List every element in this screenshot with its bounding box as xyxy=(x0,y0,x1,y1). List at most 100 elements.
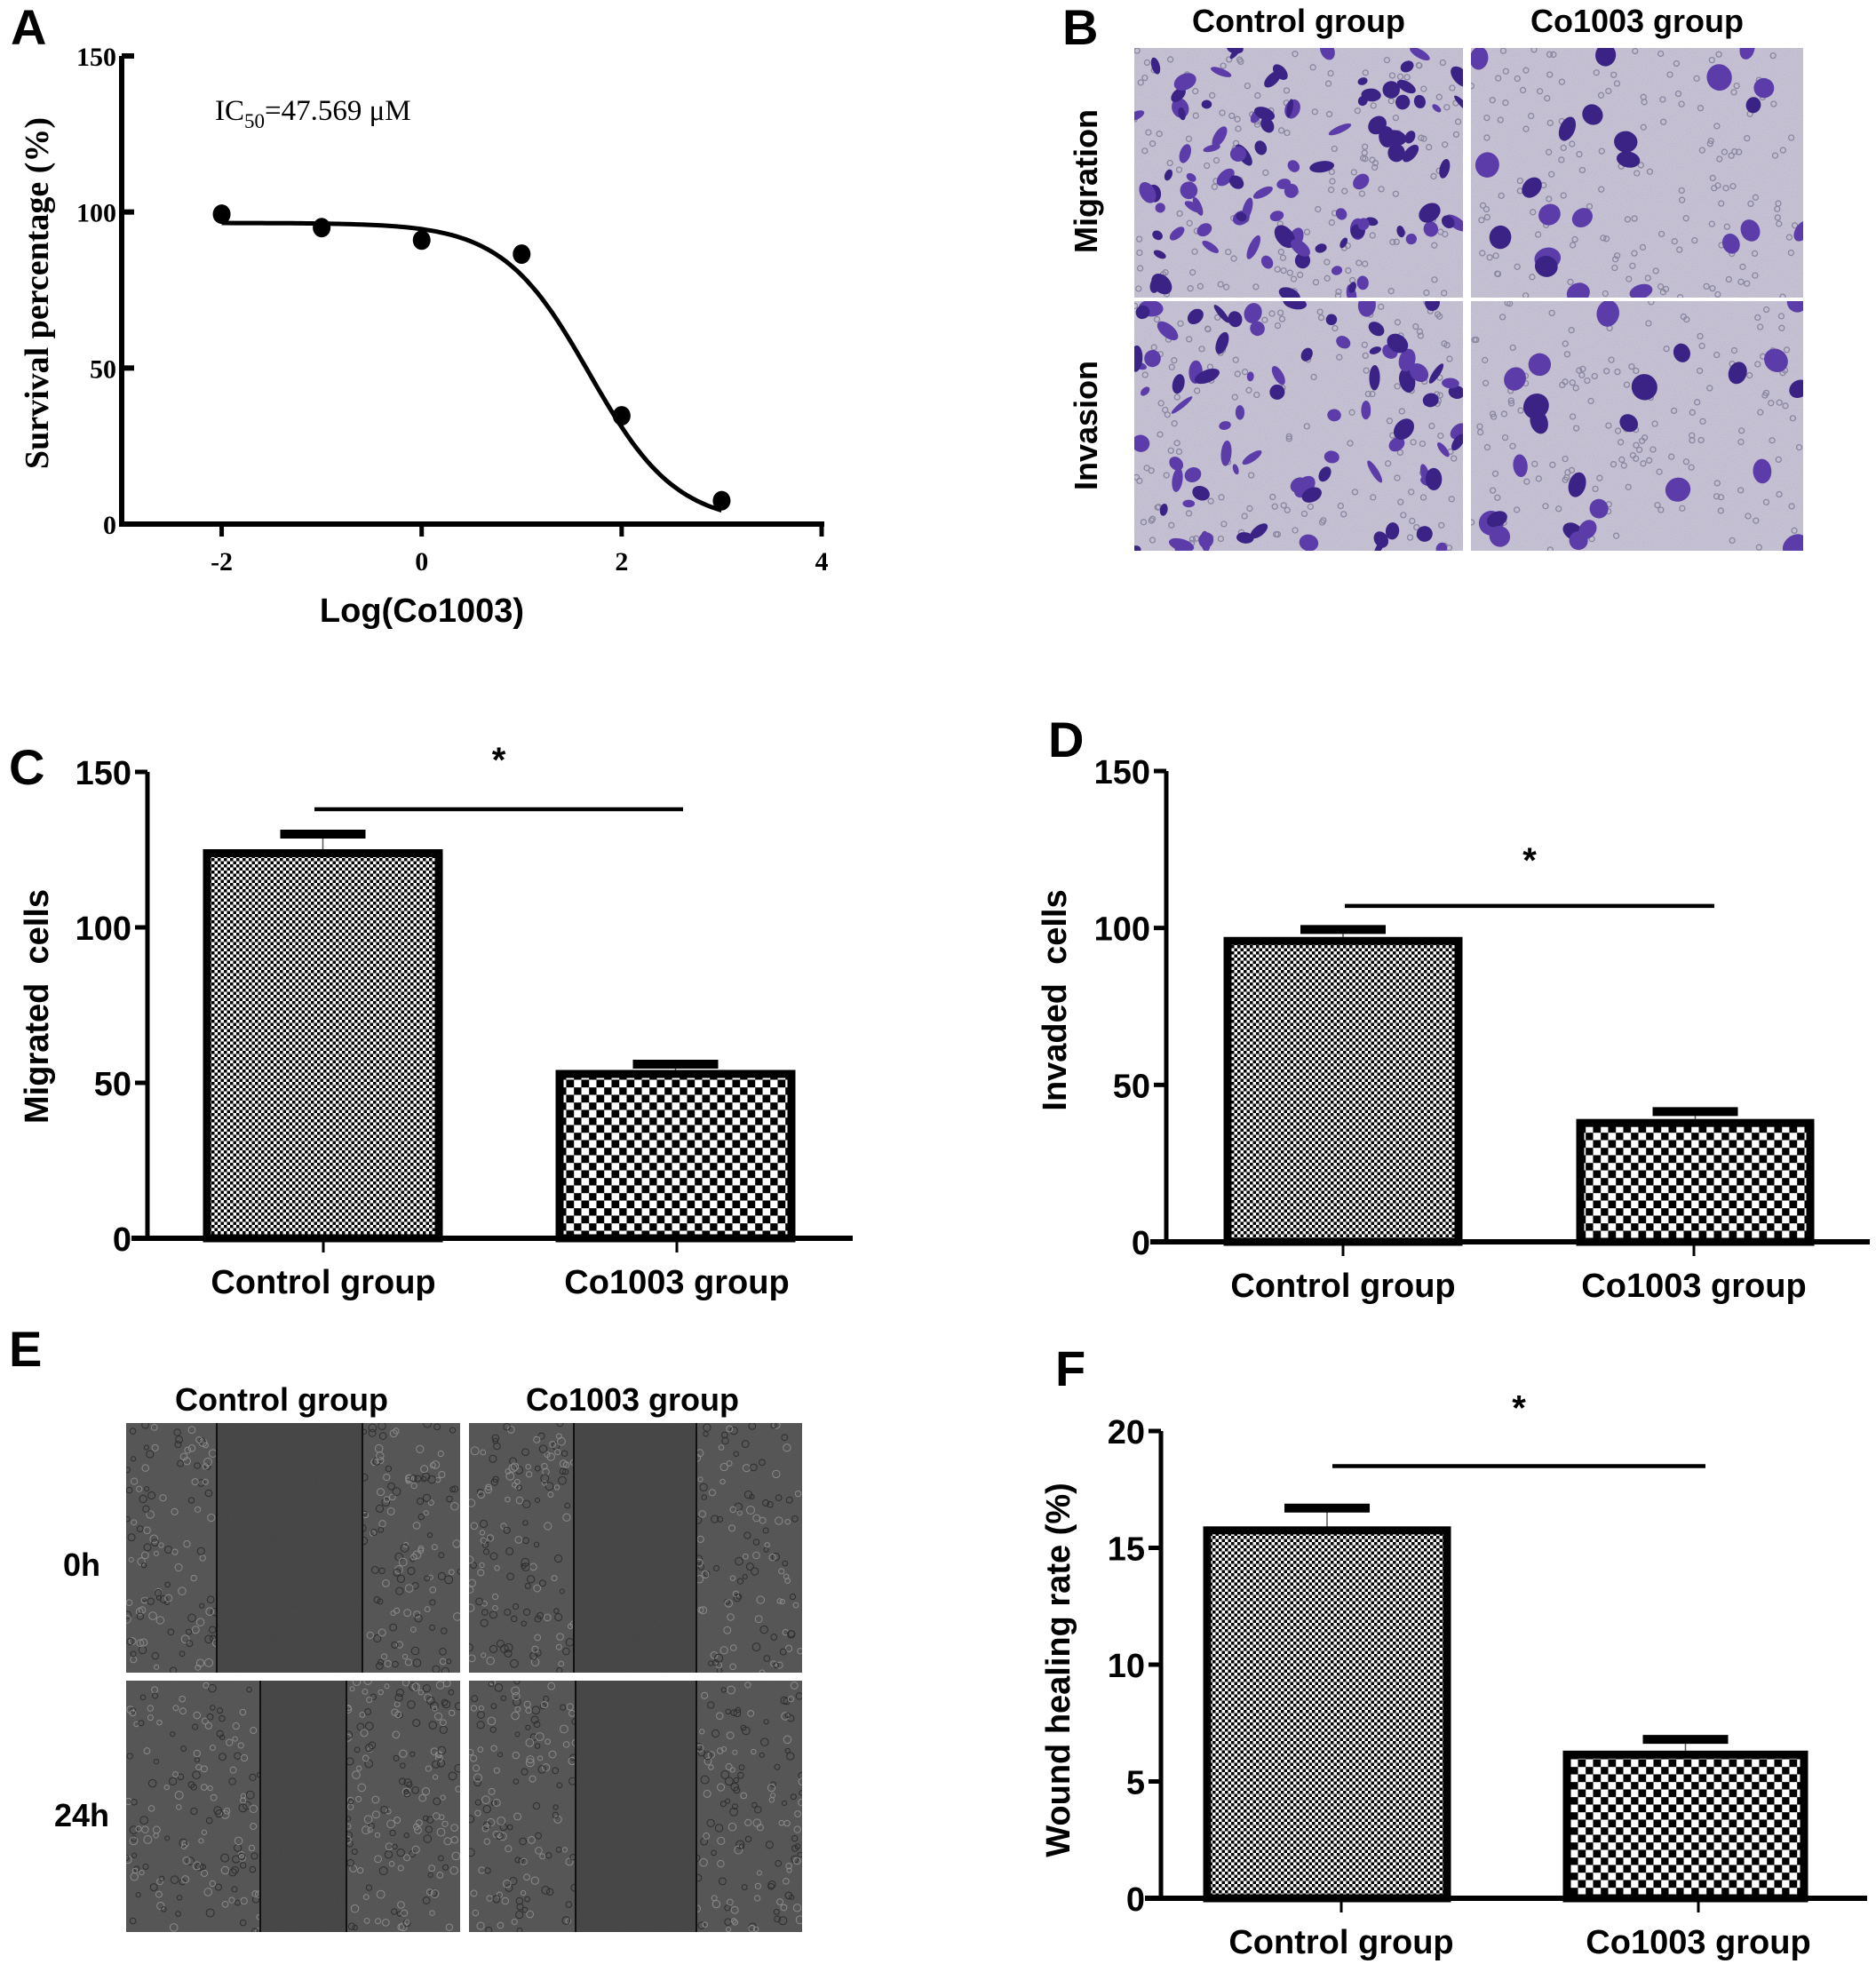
cell-outline xyxy=(714,1824,724,1833)
cell-outline xyxy=(522,1520,529,1526)
stained-cell xyxy=(1409,363,1429,383)
cell-outline xyxy=(239,1862,247,1869)
cell-outline xyxy=(505,1496,511,1503)
stained-cell xyxy=(1435,542,1448,551)
cell-outline xyxy=(204,1489,213,1498)
panel-a-data-point xyxy=(712,490,731,511)
membrane-pore xyxy=(1394,474,1401,481)
cell-outline xyxy=(523,1873,530,1881)
cell-outline xyxy=(747,1710,755,1717)
cell-outline xyxy=(702,1921,709,1928)
cell-outline xyxy=(220,1865,230,1875)
stained-cell xyxy=(1318,466,1331,482)
cell-outline xyxy=(716,1747,724,1754)
cell-outline xyxy=(696,1535,704,1543)
cell-outline xyxy=(546,1888,554,1896)
cell-outline xyxy=(541,1763,551,1772)
cell-outline xyxy=(775,1661,783,1669)
membrane-pore xyxy=(1717,494,1725,501)
membrane-pore xyxy=(1316,308,1324,315)
cell-outline xyxy=(480,1618,489,1627)
cell-outline xyxy=(139,1694,147,1701)
membrane-pore xyxy=(1777,313,1785,320)
cell-outline xyxy=(194,1506,202,1513)
membrane-pore xyxy=(1514,75,1521,83)
cell-outline xyxy=(513,1478,521,1485)
cell-outline xyxy=(430,1889,440,1898)
membrane-pore xyxy=(1651,420,1658,427)
membrane-pore xyxy=(1443,104,1451,111)
cell-outline xyxy=(415,1819,423,1827)
cell-outline xyxy=(131,1852,138,1858)
cell-outline xyxy=(565,1857,574,1866)
membrane-pore xyxy=(1262,169,1269,177)
stained-cell xyxy=(1595,48,1617,67)
cell-outline xyxy=(486,1534,495,1542)
cell-outline xyxy=(479,1519,489,1529)
stained-cell xyxy=(1157,321,1179,341)
stained-cell xyxy=(1139,181,1157,203)
cell-outline xyxy=(398,1557,408,1567)
cell-outline xyxy=(223,1807,231,1815)
cell-outline xyxy=(384,1683,390,1690)
cell-outline xyxy=(135,1892,141,1898)
cell-outline xyxy=(439,1814,445,1820)
membrane-pore xyxy=(1187,285,1194,292)
membrane-pore xyxy=(1420,85,1427,92)
stained-cell xyxy=(1393,418,1415,441)
cell-outline xyxy=(412,1550,422,1560)
cell-outline xyxy=(783,1573,790,1580)
membrane-pore xyxy=(1315,205,1322,213)
stained-cell xyxy=(1786,301,1803,313)
cell-outline xyxy=(383,1496,390,1503)
cell-outline xyxy=(401,1653,409,1659)
cell-outline xyxy=(473,1778,482,1787)
cell-outline xyxy=(793,1825,801,1833)
membrane-pore xyxy=(1483,205,1490,213)
membrane-pore xyxy=(1451,455,1458,462)
panel-a-data-point xyxy=(212,204,231,225)
membrane-pore xyxy=(1549,461,1556,468)
stained-cell xyxy=(1428,363,1444,384)
cell-outline xyxy=(198,1838,204,1844)
membrane-pore xyxy=(1614,368,1621,376)
cell-outline xyxy=(377,1598,384,1605)
membrane-pore xyxy=(1668,453,1675,460)
membrane-pore xyxy=(1317,314,1325,322)
membrane-pore xyxy=(1645,457,1653,464)
membrane-pore xyxy=(1498,192,1505,199)
stained-cell xyxy=(1236,211,1247,222)
cell-outline xyxy=(503,1526,511,1534)
cell-outline xyxy=(798,1798,802,1807)
membrane-pore xyxy=(1522,125,1530,132)
panel-d-bar-control xyxy=(1223,936,1463,1246)
panel-b-image-co1003-migration xyxy=(1471,48,1803,298)
membrane-pore xyxy=(1214,314,1221,322)
cell-outline xyxy=(387,1482,395,1491)
cell-outline xyxy=(499,1823,508,1832)
cell-outline xyxy=(216,1707,224,1714)
cell-outline xyxy=(178,1586,187,1595)
membrane-pore xyxy=(1489,410,1497,417)
stained-cell xyxy=(1385,130,1407,146)
cell-outline xyxy=(555,1846,562,1853)
cell-outline xyxy=(190,1574,197,1582)
stained-cell xyxy=(1229,146,1247,162)
membrane-pore xyxy=(1171,420,1178,427)
cell-outline xyxy=(502,1879,512,1888)
cell-outline xyxy=(143,1543,152,1552)
cell-outline xyxy=(374,1918,382,1925)
cell-outline xyxy=(376,1451,385,1460)
cell-outline xyxy=(401,1909,409,1917)
cell-outline xyxy=(390,1610,396,1617)
membrane-pore xyxy=(1318,519,1326,526)
membrane-pore xyxy=(1419,440,1427,448)
cell-outline xyxy=(752,1539,760,1546)
stained-cell xyxy=(1159,503,1168,516)
cell-outline xyxy=(697,1606,704,1614)
panel-f-y-tick-label: 5 xyxy=(1126,1765,1145,1802)
cell-outline xyxy=(546,1452,555,1461)
cell-outline xyxy=(791,1515,799,1523)
membrane-pore xyxy=(1706,140,1713,147)
membrane-pore xyxy=(1220,521,1228,528)
